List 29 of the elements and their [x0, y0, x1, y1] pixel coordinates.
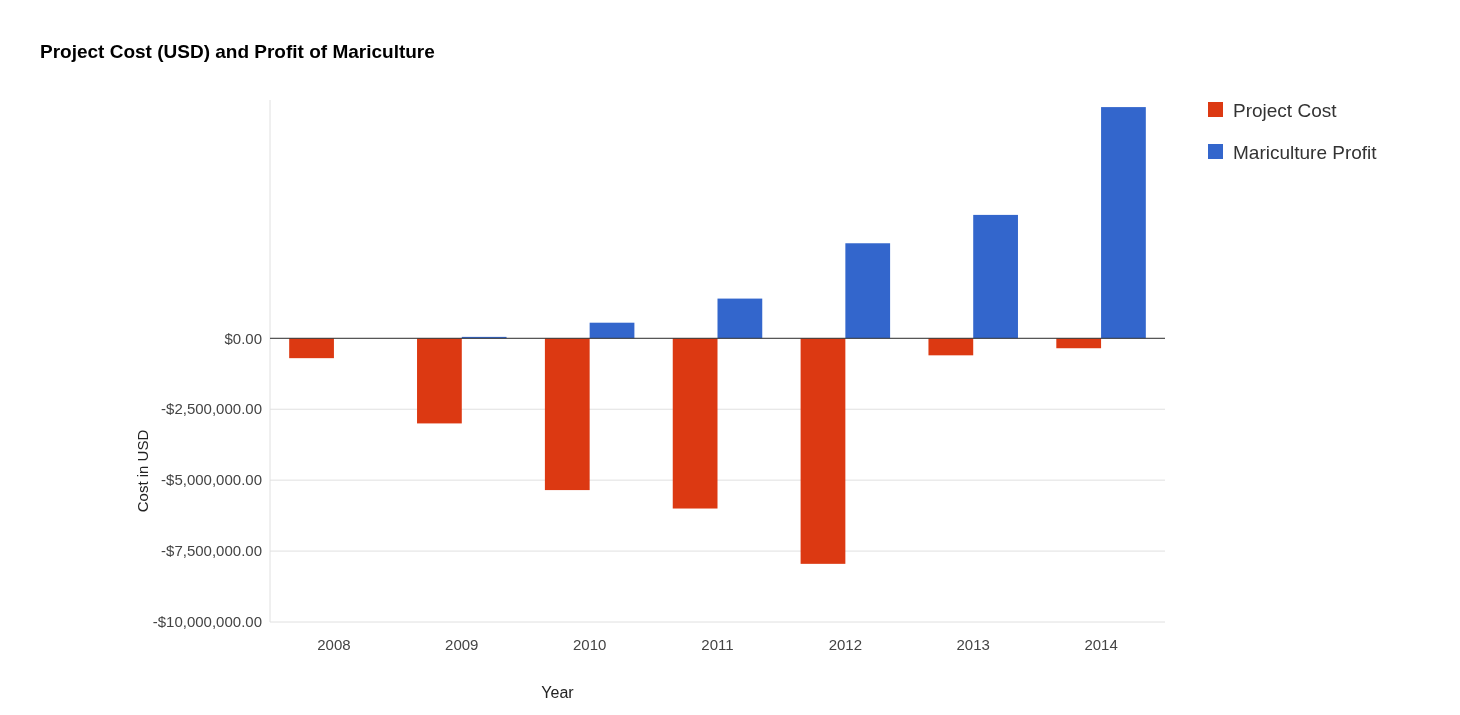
y-tick-label: -$5,000,000.00 [161, 471, 262, 489]
bar [800, 338, 846, 564]
bar [1101, 107, 1146, 339]
y-tick-label: -$10,000,000.00 [152, 613, 262, 631]
bar [973, 214, 1018, 339]
y-tick-label: $0.00 [224, 329, 262, 347]
x-tick-label: 2010 [572, 636, 607, 653]
legend-label: Project Cost [1233, 99, 1338, 121]
x-tick-label: 2013 [956, 636, 990, 653]
x-tick-label: 2014 [1084, 636, 1118, 653]
chart-title: Project Cost (USD) and Profit of Mariculture [40, 41, 435, 62]
bar [717, 298, 763, 339]
bar [672, 338, 718, 509]
bar [845, 243, 891, 339]
y-tick-label: -$7,500,000.00 [161, 542, 262, 560]
y-tick-label: -$2,500,000.00 [161, 400, 262, 418]
x-tick-label: 2011 [701, 636, 734, 653]
bar [589, 322, 635, 339]
bar [1056, 338, 1102, 349]
x-axis-title: Year [541, 684, 575, 701]
x-tick-label: 2012 [828, 636, 863, 653]
x-tick-label: 2009 [445, 636, 479, 653]
x-tick-label: 2008 [317, 636, 351, 653]
bar [544, 338, 590, 491]
bar [417, 338, 462, 424]
bar [928, 338, 974, 356]
bar [289, 338, 334, 359]
y-axis-title: Cost in USD [134, 429, 151, 513]
legend-label: Mariculture Profit [1233, 141, 1378, 163]
